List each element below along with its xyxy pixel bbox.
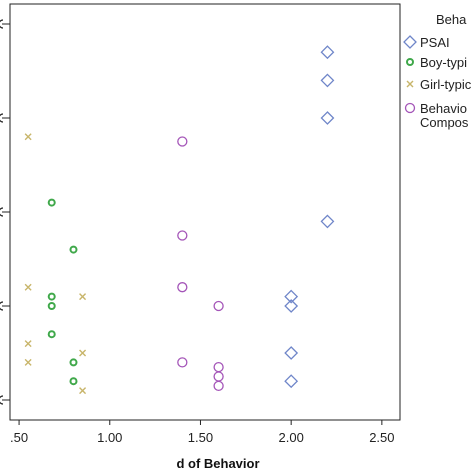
- legend-swatch-0: [403, 35, 417, 49]
- y-tick-label-fragment-0: [0, 395, 4, 405]
- y-axis-ticks: [0, 19, 10, 405]
- x-tick-label-1: 1.00: [97, 430, 122, 445]
- point-diamond-0-3: [320, 214, 335, 229]
- data-points: [24, 45, 335, 395]
- legend-swatch-2: [406, 80, 414, 88]
- point-circle-3-3: [213, 300, 224, 312]
- point-diamond-0-1: [320, 73, 335, 88]
- point-circle-3-2: [177, 282, 188, 293]
- point-dot-1-5: [69, 358, 78, 367]
- point-x-2-2: [79, 293, 87, 301]
- point-diamond-0-6: [284, 346, 299, 360]
- plot-frame: [9, 3, 401, 421]
- y-tick-label-fragment-4: [0, 19, 4, 29]
- y-tick-label-fragment-3: [0, 113, 4, 123]
- legend-label-1: Boy-typi: [420, 55, 467, 70]
- legend-label-3-line2: Compos: [420, 115, 469, 130]
- y-tick-label-fragment-2: [0, 207, 4, 217]
- legend-label-2: Girl-typic: [420, 77, 472, 92]
- point-circle-3-4: [177, 357, 188, 368]
- point-x-2-1: [24, 283, 32, 291]
- point-x-2-4: [24, 358, 32, 366]
- point-x-2-6: [79, 387, 87, 395]
- x-tick-label-0: .50: [10, 430, 28, 445]
- x-axis-ticks: .50 1.00 1.50 2.00 2.50: [10, 420, 395, 445]
- point-circle-3-1: [177, 230, 188, 241]
- point-dot-1-0: [47, 198, 56, 207]
- point-x-2-3: [24, 340, 32, 348]
- point-x-2-0: [24, 133, 32, 141]
- x-tick-label-4: 2.50: [369, 430, 394, 445]
- point-circle-3-7: [213, 380, 224, 392]
- point-diamond-0-5: [284, 299, 299, 313]
- legend-title: Beha: [436, 12, 467, 27]
- point-dot-1-2: [47, 292, 56, 301]
- point-dot-1-4: [47, 330, 56, 339]
- legend-label-0: PSAI: [420, 35, 450, 50]
- legend-swatch-1: [406, 58, 414, 66]
- legend-swatch-3: [404, 102, 416, 114]
- point-diamond-0-0: [320, 45, 335, 60]
- point-diamond-0-4: [284, 289, 299, 304]
- y-tick-label-fragment-1: [0, 301, 4, 311]
- x-axis-title: d of Behavior: [176, 456, 259, 471]
- point-x-2-5: [79, 349, 87, 357]
- point-dot-1-6: [69, 377, 78, 386]
- point-diamond-0-2: [320, 111, 335, 125]
- point-dot-1-1: [69, 245, 78, 254]
- legend-label-3: Behavio: [420, 101, 467, 116]
- point-circle-3-0: [177, 136, 188, 147]
- x-tick-label-2: 1.50: [188, 430, 213, 445]
- x-tick-label-3: 2.00: [279, 430, 304, 445]
- point-dot-1-3: [47, 302, 56, 310]
- point-diamond-0-7: [284, 374, 299, 389]
